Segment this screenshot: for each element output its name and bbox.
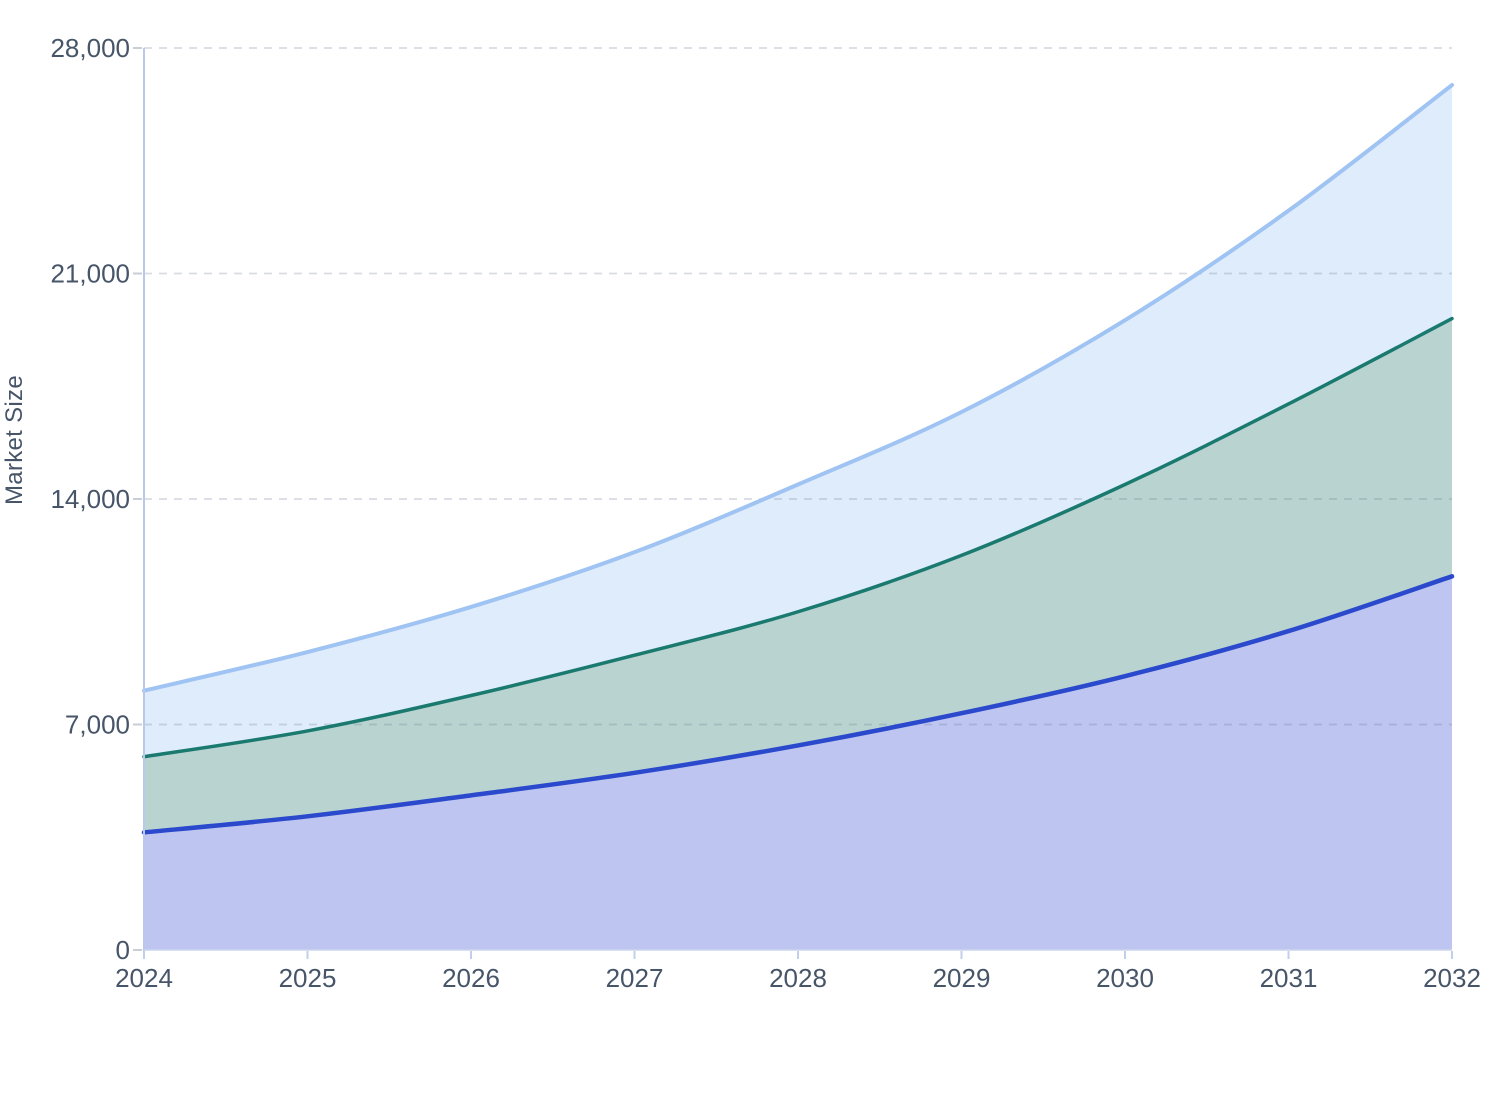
y-tick-label: 0 xyxy=(116,935,130,965)
line-teal-series xyxy=(142,316,1454,759)
area-fills xyxy=(144,85,1452,951)
area-lines xyxy=(141,83,1455,835)
gridlines-overlay xyxy=(144,47,1452,726)
x-tick-label: 2024 xyxy=(115,963,173,993)
x-tick-label: 2031 xyxy=(1260,963,1318,993)
x-tick-label: 2032 xyxy=(1423,963,1481,993)
y-tick-labels: 0 7,000 14,000 21,000 28,000 xyxy=(50,33,130,965)
x-tick-label: 2028 xyxy=(769,963,827,993)
x-tick-label: 2030 xyxy=(1096,963,1154,993)
y-tick-label: 14,000 xyxy=(50,484,130,514)
x-tick-label: 2027 xyxy=(606,963,664,993)
y-axis-title: Market Size xyxy=(1,375,28,505)
area-fill-blue-series xyxy=(144,576,1452,950)
y-tick-label: 7,000 xyxy=(65,710,130,740)
y-tick-label: 21,000 xyxy=(50,259,130,289)
y-tick-label: 28,000 xyxy=(50,33,130,63)
line-light-blue-series xyxy=(142,83,1454,693)
x-tick-labels: 2024 2025 2026 2027 2028 2029 2030 2031 2032 xyxy=(115,963,1481,993)
x-tick-label: 2026 xyxy=(442,963,500,993)
x-tick-label: 2025 xyxy=(279,963,337,993)
line-blue-series xyxy=(141,574,1455,835)
x-tick-label: 2029 xyxy=(933,963,991,993)
axes xyxy=(133,47,1453,959)
